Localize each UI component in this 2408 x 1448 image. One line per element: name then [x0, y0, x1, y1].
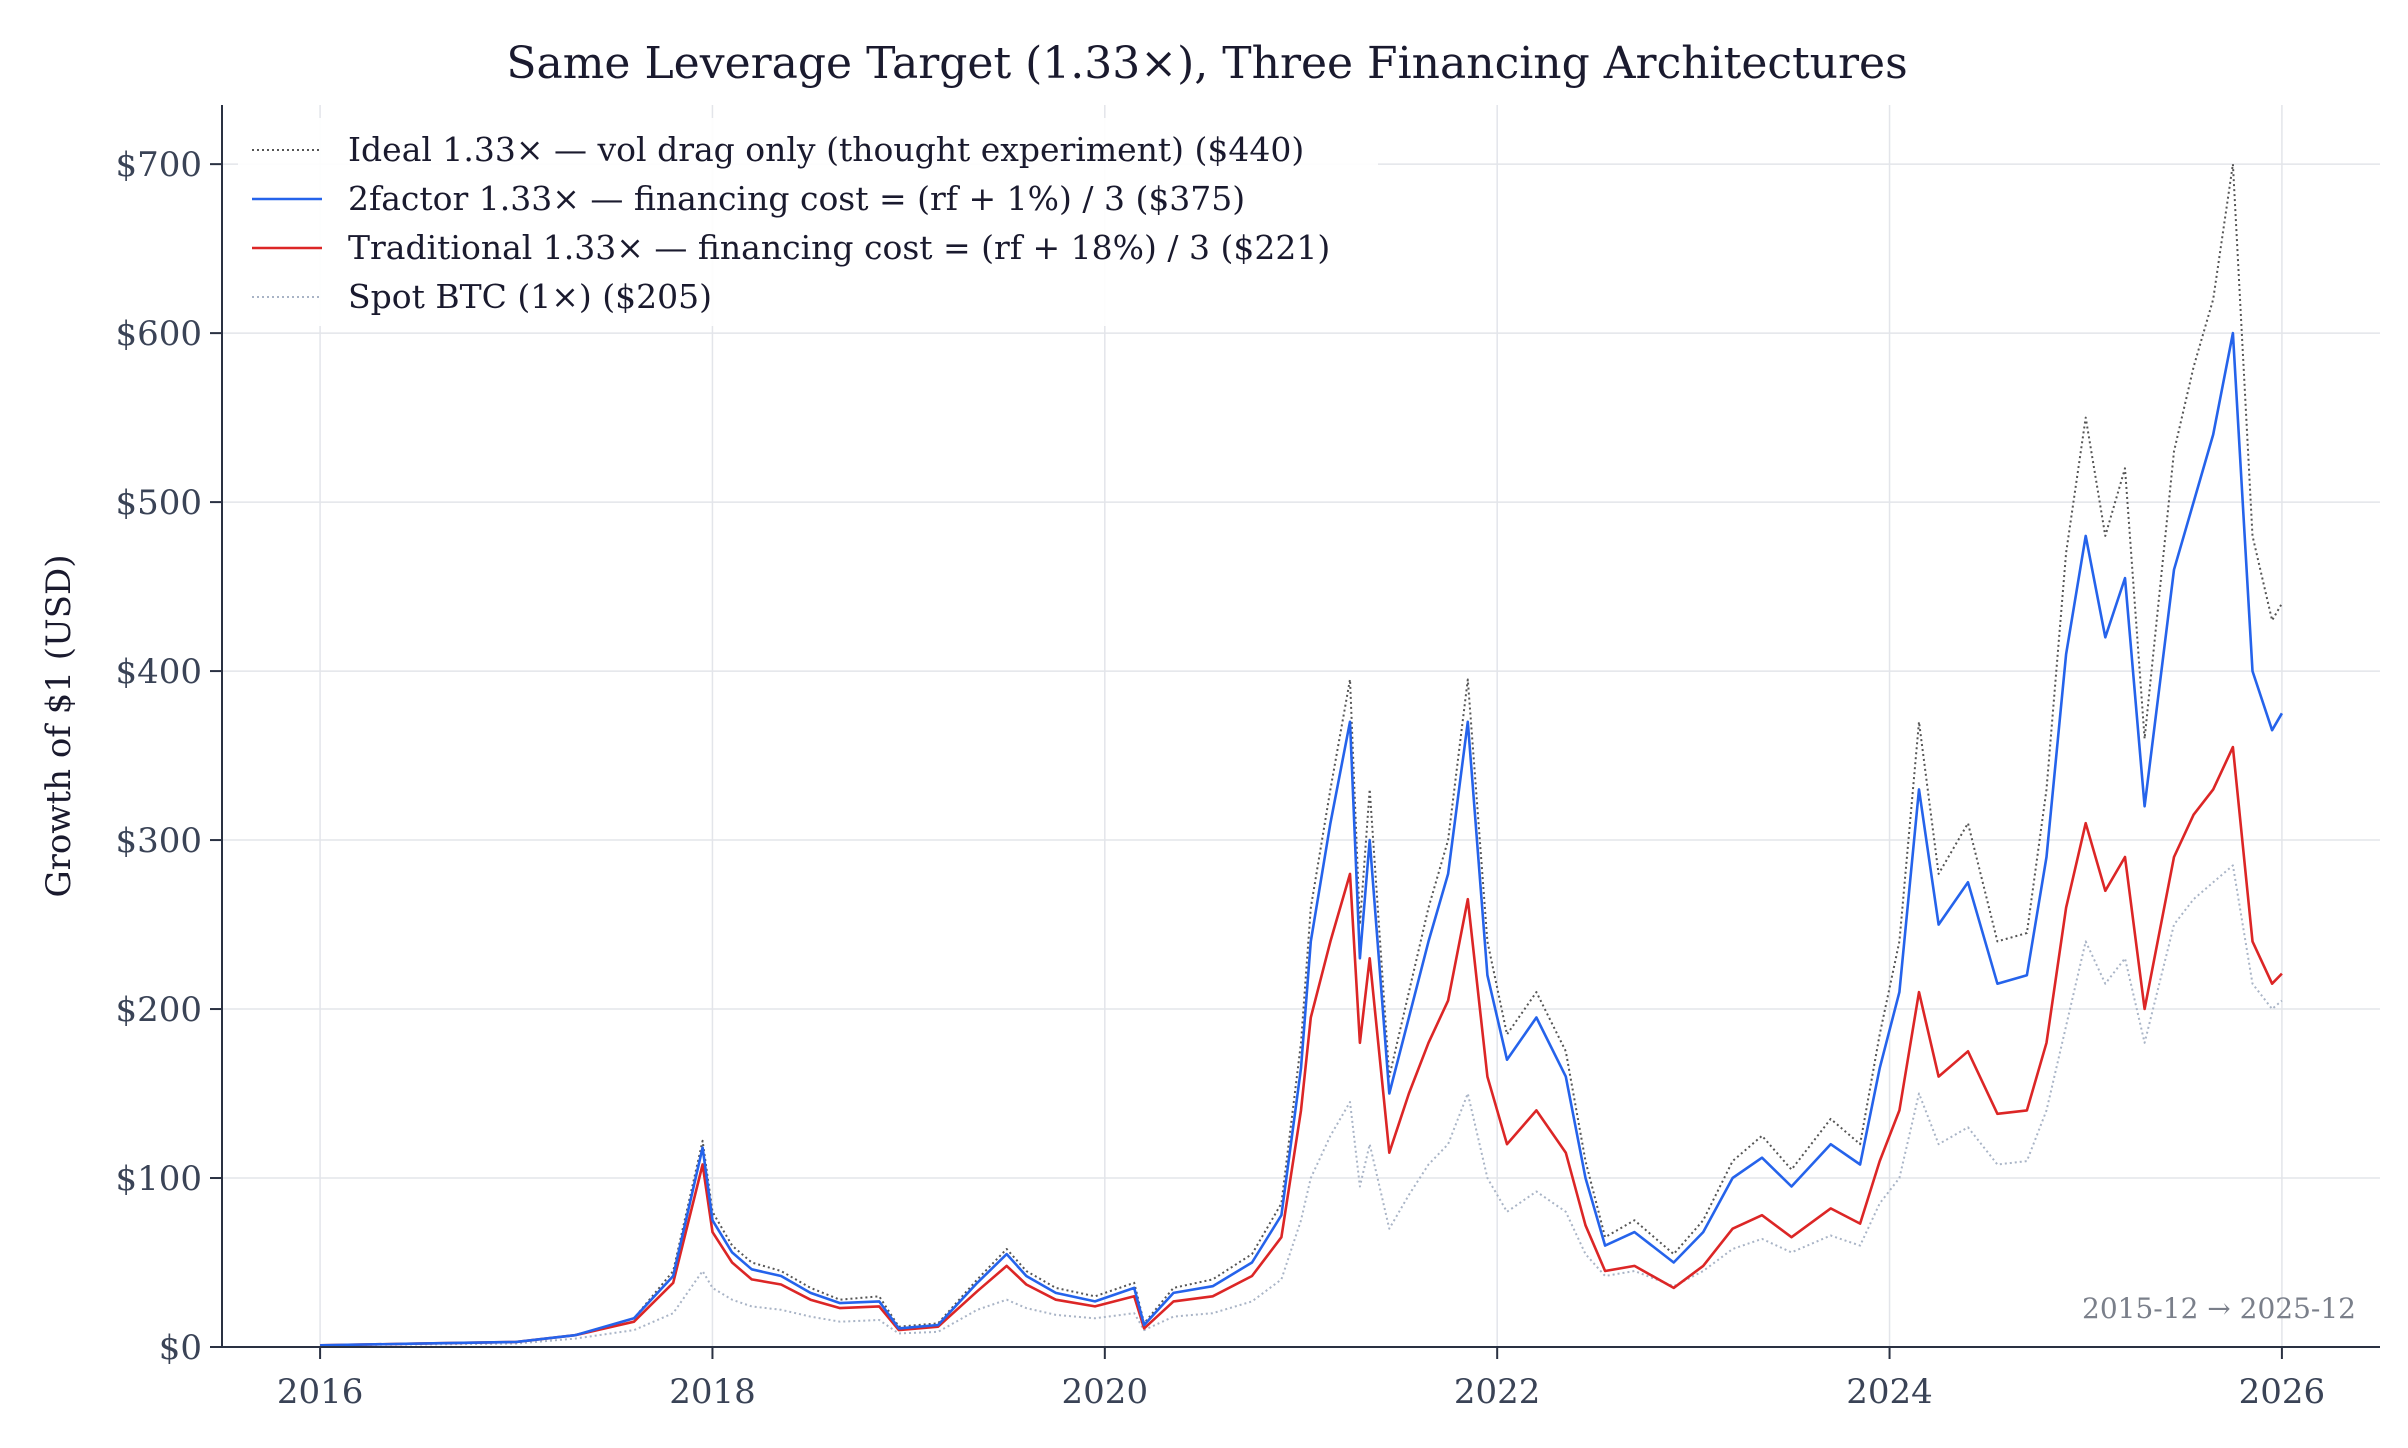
- y-tick-label: $400: [115, 652, 202, 692]
- series-layer: [320, 163, 2284, 1347]
- y-tick-label: $0: [159, 1328, 202, 1368]
- x-tick-label: 2026: [2239, 1372, 2326, 1412]
- x-axis-ticks: 2016 2018 2020 2022 2024 2026: [277, 1347, 2325, 1412]
- x-tick-label: 2022: [1454, 1372, 1541, 1412]
- legend-label-traditional: Traditional 1.33× — financing cost = (rf…: [348, 228, 1330, 267]
- x-tick-label: 2018: [669, 1372, 756, 1412]
- series-line-twofactor: [320, 331, 2284, 1347]
- x-tick-label: 2024: [1846, 1372, 1933, 1412]
- legend-label-spot: Spot BTC (1×) ($205): [348, 277, 712, 316]
- y-tick-label: $100: [115, 1159, 202, 1199]
- y-tick-label: $500: [115, 483, 202, 523]
- series-line-traditional: [320, 745, 2283, 1347]
- series-line-ideal: [320, 163, 2283, 1347]
- x-tick-label: 2016: [277, 1372, 364, 1412]
- date-range-annotation: 2015-12 → 2025-12: [2082, 1292, 2356, 1325]
- y-tick-label: $300: [115, 821, 202, 861]
- y-axis-label: Growth of $1 (USD): [39, 554, 79, 897]
- chart-title: Same Leverage Target (1.33×), Three Fina…: [506, 38, 1907, 89]
- y-tick-label: $200: [115, 990, 202, 1030]
- y-tick-label: $600: [115, 314, 202, 354]
- legend: Ideal 1.33× — vol drag only (thought exp…: [252, 130, 1330, 316]
- legend-label-ideal: Ideal 1.33× — vol drag only (thought exp…: [348, 130, 1304, 169]
- series-line-spot: [320, 864, 2283, 1347]
- y-tick-label: $700: [115, 145, 202, 185]
- y-axis-ticks: $0 $100 $200 $300 $400 $500 $600 $700: [115, 145, 222, 1368]
- x-tick-label: 2020: [1062, 1372, 1149, 1412]
- legend-box: [238, 118, 1378, 326]
- legend-label-twofactor: 2factor 1.33× — financing cost = (rf + 1…: [348, 179, 1245, 218]
